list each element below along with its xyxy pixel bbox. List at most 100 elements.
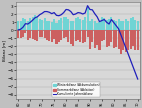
Bar bbox=[67, 30, 69, 42]
Legend: Winterbilanz (Akkumulation), Sommerbilanz (Ablation), Kumulierte Jahresbilanz: Winterbilanz (Akkumulation), Sommerbilan… bbox=[52, 82, 100, 97]
Bar bbox=[110, 17, 112, 30]
Bar bbox=[122, 21, 124, 30]
Bar bbox=[24, 30, 26, 33]
Bar bbox=[58, 30, 60, 41]
Bar bbox=[84, 30, 86, 41]
Bar bbox=[32, 30, 34, 39]
Bar bbox=[65, 30, 67, 37]
Bar bbox=[96, 30, 98, 45]
Bar bbox=[134, 20, 136, 30]
Bar bbox=[127, 21, 129, 30]
Bar bbox=[79, 30, 81, 42]
Bar bbox=[113, 20, 115, 30]
Bar bbox=[22, 18, 24, 30]
Bar bbox=[46, 30, 48, 40]
Bar bbox=[101, 17, 103, 30]
Bar bbox=[103, 30, 105, 40]
Bar bbox=[63, 17, 65, 30]
Bar bbox=[89, 21, 91, 30]
Bar bbox=[17, 21, 19, 30]
Bar bbox=[41, 20, 43, 30]
Bar bbox=[72, 21, 74, 30]
Bar bbox=[39, 19, 41, 30]
Bar bbox=[94, 21, 96, 30]
Bar bbox=[118, 19, 120, 30]
Bar bbox=[27, 21, 29, 30]
Bar bbox=[89, 30, 91, 49]
Bar bbox=[34, 30, 36, 40]
Bar bbox=[99, 22, 101, 30]
Bar bbox=[125, 30, 127, 52]
Bar bbox=[91, 30, 93, 42]
Bar bbox=[51, 30, 53, 41]
Bar bbox=[72, 30, 74, 46]
Bar bbox=[113, 30, 115, 48]
Bar bbox=[118, 30, 120, 49]
Bar bbox=[130, 18, 131, 30]
Bar bbox=[22, 30, 24, 37]
Bar bbox=[108, 19, 110, 30]
Bar bbox=[20, 30, 22, 38]
Bar bbox=[32, 17, 34, 30]
Bar bbox=[137, 30, 139, 50]
Bar bbox=[60, 18, 62, 30]
Bar bbox=[75, 30, 77, 41]
Bar bbox=[20, 21, 22, 30]
Bar bbox=[44, 18, 46, 30]
Bar bbox=[70, 30, 72, 44]
Bar bbox=[58, 20, 60, 30]
Bar bbox=[29, 18, 31, 30]
Bar bbox=[41, 30, 43, 37]
Bar bbox=[48, 30, 50, 41]
Bar bbox=[56, 23, 58, 30]
Bar bbox=[94, 30, 96, 48]
Bar bbox=[56, 30, 58, 44]
Bar bbox=[110, 30, 112, 41]
Bar bbox=[36, 17, 38, 30]
Bar bbox=[60, 30, 62, 40]
Bar bbox=[106, 20, 108, 30]
Bar bbox=[51, 22, 53, 30]
Bar bbox=[86, 30, 89, 37]
Bar bbox=[75, 18, 77, 30]
Bar bbox=[96, 23, 98, 30]
Bar bbox=[125, 19, 127, 30]
Bar bbox=[130, 30, 131, 49]
Bar bbox=[48, 21, 50, 30]
Bar bbox=[115, 30, 117, 47]
Bar bbox=[132, 17, 134, 30]
Bar bbox=[36, 30, 38, 41]
Bar bbox=[108, 30, 110, 46]
Bar bbox=[24, 19, 26, 30]
Bar bbox=[134, 30, 136, 50]
Bar bbox=[82, 30, 84, 43]
Bar bbox=[53, 19, 55, 30]
Bar bbox=[82, 20, 84, 30]
Bar bbox=[99, 30, 101, 50]
Bar bbox=[70, 21, 72, 30]
Bar bbox=[34, 15, 36, 30]
Y-axis label: Bilanz [m]: Bilanz [m] bbox=[2, 40, 6, 61]
Bar bbox=[120, 30, 122, 54]
Bar bbox=[84, 17, 86, 30]
Bar bbox=[27, 30, 29, 40]
Bar bbox=[127, 30, 129, 50]
Bar bbox=[39, 30, 41, 37]
Bar bbox=[67, 19, 69, 30]
Bar bbox=[17, 30, 19, 38]
Bar bbox=[63, 30, 65, 38]
Bar bbox=[86, 7, 89, 30]
Bar bbox=[137, 21, 139, 30]
Bar bbox=[44, 30, 46, 38]
Bar bbox=[65, 17, 67, 30]
Bar bbox=[106, 30, 108, 47]
Bar bbox=[115, 21, 117, 30]
Bar bbox=[103, 18, 105, 30]
Bar bbox=[46, 21, 48, 30]
Bar bbox=[53, 30, 55, 39]
Bar bbox=[120, 21, 122, 30]
Bar bbox=[29, 30, 31, 38]
Bar bbox=[77, 30, 79, 40]
Bar bbox=[132, 30, 134, 46]
Bar bbox=[91, 19, 93, 30]
